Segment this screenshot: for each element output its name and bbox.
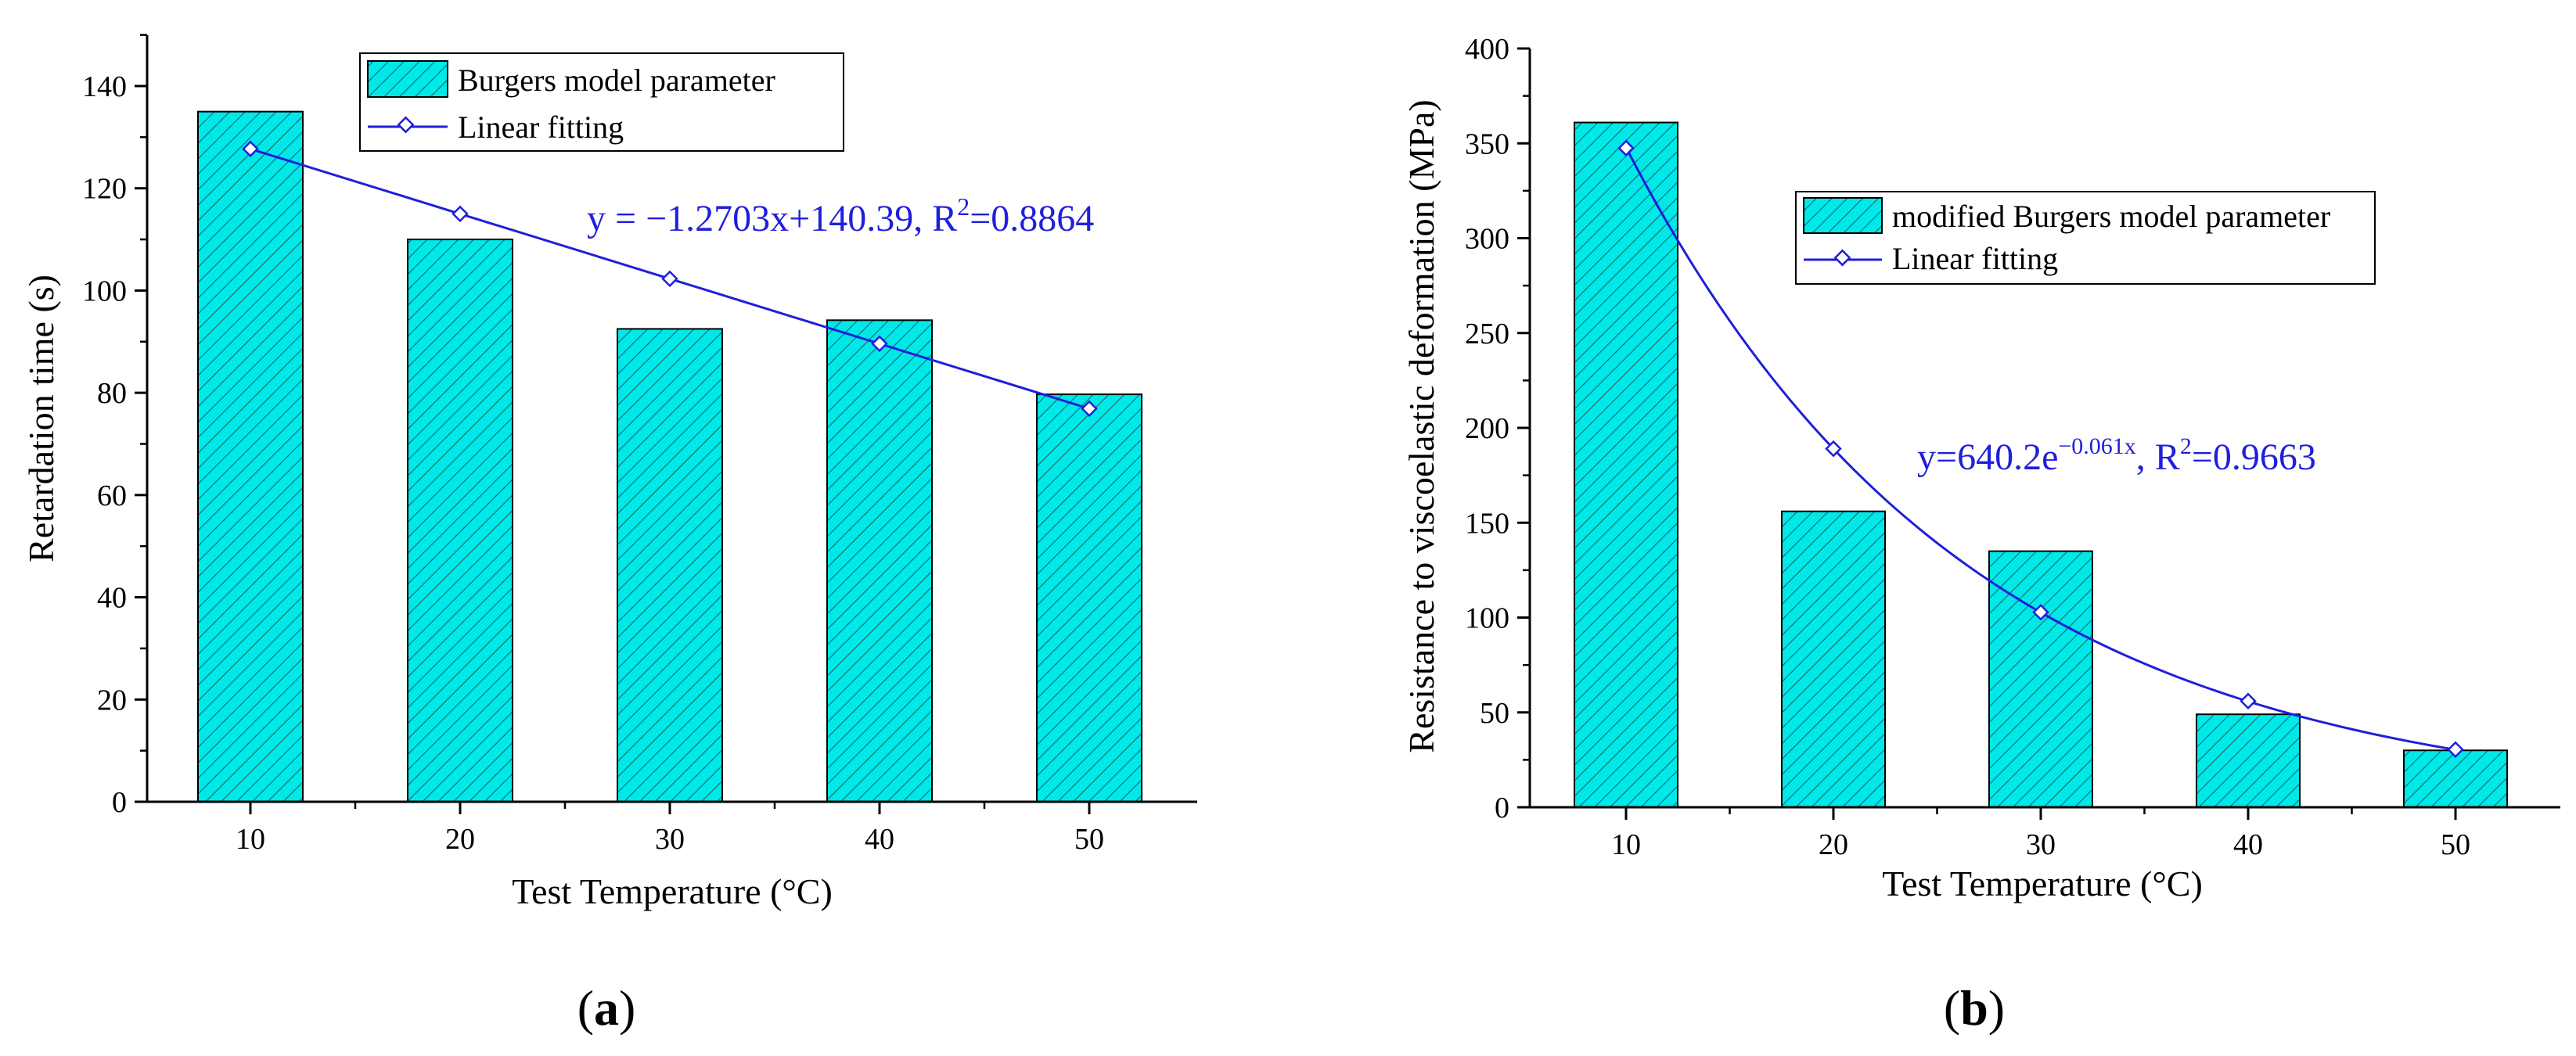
chart-b-bars bbox=[1574, 121, 2508, 808]
chart-b-x-tick-label-40: 40 bbox=[2233, 828, 2263, 861]
chart-b-legend-marker bbox=[1833, 249, 1851, 267]
chart-b-x-tick-label-50: 50 bbox=[2441, 828, 2470, 861]
chart-b-y-tick-label: 150 bbox=[1465, 507, 1509, 540]
chart-b-y-ticks: 0 50 100 150 200 250 300 350 400 bbox=[1465, 33, 1530, 824]
chart-a-legend-bar-swatch bbox=[367, 60, 448, 98]
chart-a-y-tick-label: 20 bbox=[97, 684, 127, 717]
chart-a-panel-label: (a) bbox=[577, 980, 636, 1036]
chart-a-x-tick-label-40: 40 bbox=[865, 823, 894, 856]
chart-b-y-tick-label: 400 bbox=[1465, 33, 1509, 66]
chart-b-bar-10 bbox=[1574, 121, 1678, 808]
chart-b-fit-marker-50 bbox=[2447, 741, 2464, 759]
chart-a-x-tick-label-10: 10 bbox=[236, 823, 265, 856]
chart-a-x-ticks: 10 20 30 40 50 bbox=[236, 802, 1104, 856]
chart-a-equation: y = −1.2703x+140.39, R2=0.8864 bbox=[587, 192, 1094, 239]
chart-a-bar-10 bbox=[197, 110, 304, 803]
chart-b-panel-label: (b) bbox=[1944, 980, 2005, 1036]
chart-a-y-axis-title: Retardation time (s) bbox=[21, 275, 61, 562]
chart-b-fit-marker-20 bbox=[1825, 440, 1842, 458]
chart-b-x-axis-title: Test Temperature (°C) bbox=[1882, 864, 2203, 903]
chart-a-y-tick-label: 100 bbox=[82, 275, 127, 307]
chart-b-y-tick-label: 0 bbox=[1495, 792, 1509, 824]
chart-b-legend-bar-swatch bbox=[1803, 197, 1883, 234]
chart-b-legend-line-label: Linear fitting bbox=[1892, 241, 2058, 276]
chart-b-x-ticks: 10 20 30 40 50 bbox=[1611, 807, 2470, 861]
chart-b-y-tick-label: 50 bbox=[1480, 697, 1509, 730]
chart-b-equation: y=640.2e−0.061x, R2=0.9663 bbox=[1917, 433, 2316, 478]
chart-a: 0 20 40 60 80 100 120 140 10 20 30 40 50 Test Tempe… bbox=[21, 34, 1197, 1036]
chart-b: 0 50 100 150 200 250 300 350 400 10 20 30 40 50 Test… bbox=[1401, 33, 2560, 1036]
chart-b-y-tick-label: 350 bbox=[1465, 128, 1509, 160]
chart-a-bar-20 bbox=[407, 239, 513, 803]
chart-b-bar-20 bbox=[1781, 510, 1886, 808]
chart-b-legend: modified Burgers model parameter Linear … bbox=[1795, 191, 2376, 285]
chart-b-bar-40 bbox=[2196, 713, 2301, 808]
chart-a-fit-markers bbox=[242, 140, 1098, 418]
chart-a-bar-50 bbox=[1036, 393, 1142, 803]
chart-b-fit-marker-10 bbox=[1617, 139, 1635, 157]
chart-a-legend: Burgers model parameter Linear fitting bbox=[359, 52, 844, 152]
chart-b-bar-50 bbox=[2403, 749, 2508, 808]
chart-b-x-tick-label-10: 10 bbox=[1611, 828, 1641, 861]
chart-a-y-tick-label: 0 bbox=[112, 786, 127, 819]
chart-b-legend-box bbox=[1795, 191, 2376, 285]
chart-a-legend-marker bbox=[397, 116, 415, 134]
chart-b-x-tick-label-30: 30 bbox=[2026, 828, 2056, 861]
chart-a-bar-40 bbox=[826, 319, 933, 803]
chart-b-fit-marker-40 bbox=[2240, 692, 2257, 709]
chart-b-bar-30 bbox=[1988, 550, 2093, 808]
chart-a-fit-marker-30 bbox=[661, 270, 678, 288]
chart-a-x-tick-label-30: 30 bbox=[655, 823, 685, 856]
chart-a-x-tick-label-50: 50 bbox=[1074, 823, 1104, 856]
chart-a-fit-marker-20 bbox=[452, 205, 469, 223]
chart-b-fit-markers bbox=[1617, 139, 2464, 759]
chart-a-y-tick-label: 80 bbox=[97, 377, 127, 410]
chart-a-y-tick-label: 120 bbox=[82, 173, 127, 206]
chart-a-y-tick-label: 140 bbox=[82, 70, 127, 103]
chart-b-y-tick-label: 300 bbox=[1465, 223, 1509, 256]
chart-a-legend-bar-label: Burgers model parameter bbox=[458, 63, 775, 98]
chart-a-x-axis-title: Test Temperature (°C) bbox=[512, 871, 833, 911]
chart-a-fit-marker-10 bbox=[242, 140, 259, 158]
chart-a-fit-marker-50 bbox=[1081, 400, 1098, 418]
chart-b-y-axis-title: Resistance to viscoelastic deformation (… bbox=[1401, 99, 1441, 752]
chart-b-y-tick-label: 250 bbox=[1465, 318, 1509, 350]
chart-a-bars bbox=[197, 110, 1142, 803]
chart-a-legend-line-label: Linear fitting bbox=[458, 110, 624, 145]
chart-a-y-ticks: 0 20 40 60 80 100 120 140 bbox=[82, 34, 147, 819]
chart-a-bar-30 bbox=[617, 328, 723, 803]
chart-b-legend-bar-label: modified Burgers model parameter bbox=[1892, 199, 2330, 234]
chart-a-y-tick-label: 40 bbox=[97, 582, 127, 615]
chart-b-y-tick-label: 100 bbox=[1465, 602, 1509, 635]
chart-b-y-tick-label: 200 bbox=[1465, 412, 1509, 445]
chart-a-y-tick-label: 60 bbox=[97, 480, 127, 512]
chart-b-x-tick-label-20: 20 bbox=[1819, 828, 1848, 861]
chart-b-fit-marker-30 bbox=[2032, 603, 2049, 621]
chart-a-fit-marker-40 bbox=[871, 335, 888, 353]
chart-a-x-tick-label-20: 20 bbox=[445, 823, 475, 856]
